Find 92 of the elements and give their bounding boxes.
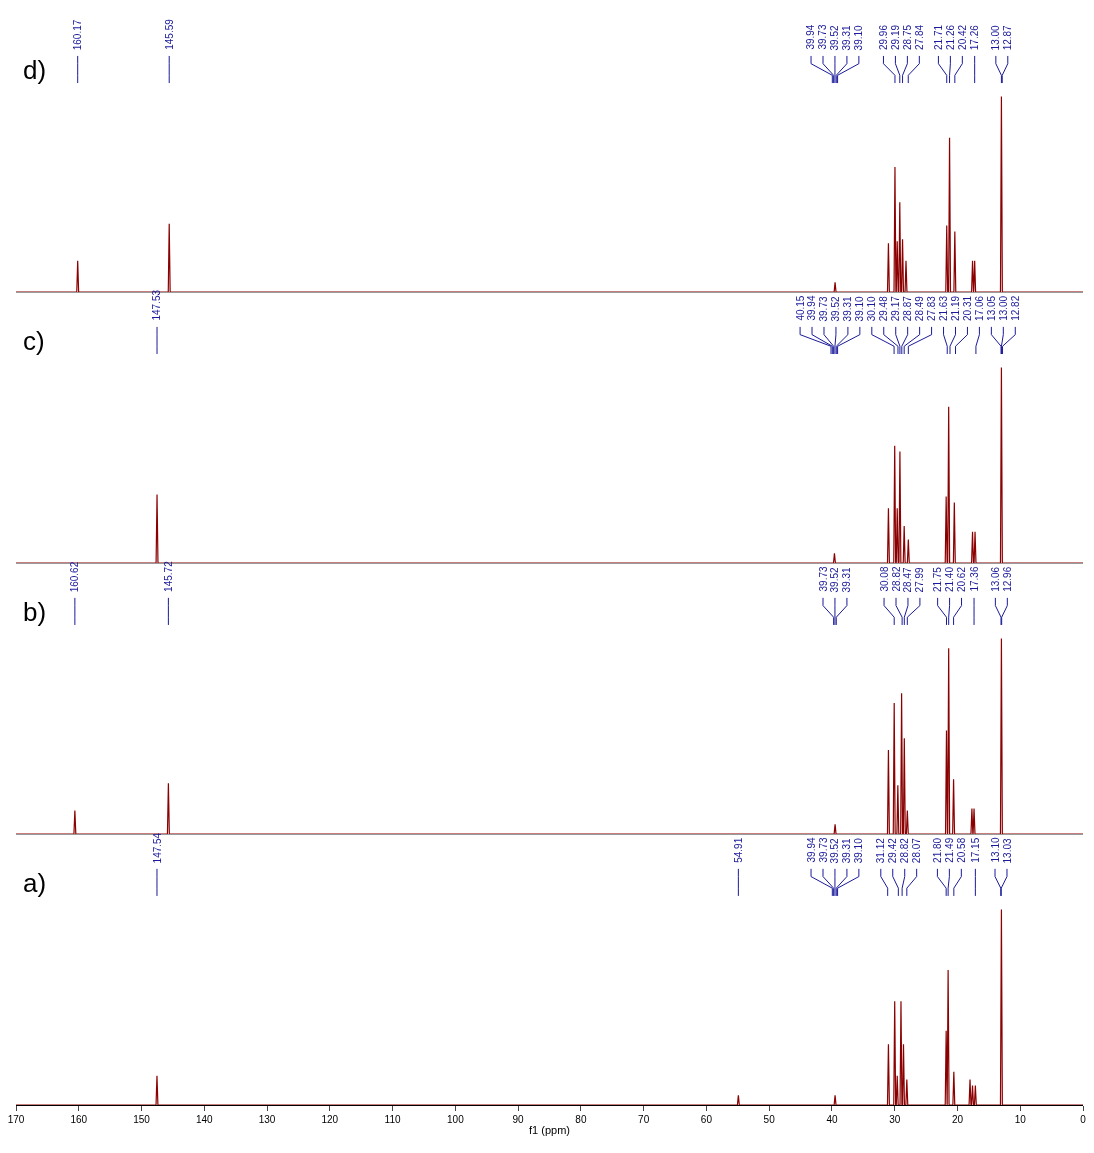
annotation: 21.40	[944, 566, 956, 593]
annotation: 39.31	[841, 566, 853, 593]
annotation: 21.71	[932, 24, 944, 50]
chart-title: a)	[23, 868, 47, 898]
x-tick-label: 60	[700, 1114, 713, 1125]
annotation: 12.96	[1001, 566, 1013, 592]
annotation: 21.75	[932, 566, 944, 593]
annotation: 20.42	[956, 24, 968, 50]
annotation: 28.07	[911, 837, 923, 864]
x-tick-label: 50	[763, 1114, 776, 1125]
annotation: 39.10	[854, 295, 866, 322]
annotation: 20.58	[955, 837, 967, 863]
annotation: 27.99	[914, 566, 926, 593]
annotation: 27.84	[913, 24, 925, 50]
annotation: 28.87	[902, 295, 914, 322]
annotation: 40.15	[794, 295, 806, 321]
annotation: 39.73	[818, 296, 830, 322]
annotation: 39.94	[805, 24, 817, 50]
annotation: 39.52	[830, 296, 842, 322]
annotation: 160.62	[69, 561, 81, 593]
x-tick-label: 140	[195, 1114, 214, 1125]
annotation: 39.52	[829, 566, 841, 593]
annotation: 28.49	[914, 295, 926, 322]
annotation: 17.26	[969, 24, 981, 51]
x-tick-label: 90	[512, 1114, 525, 1125]
annotation: 39.94	[806, 295, 818, 321]
annotation: 13.00	[997, 295, 1009, 321]
annotation: 28.82	[899, 837, 911, 864]
annotation: 29.42	[887, 837, 899, 864]
annotation: 17.06	[973, 295, 985, 321]
annotation: 147.53	[151, 289, 163, 321]
annotation: 145.59	[163, 18, 175, 50]
annotation: 20.31	[961, 295, 973, 321]
annotation: 13.03	[1001, 837, 1013, 864]
annotation: 39.52	[829, 25, 841, 51]
annotation: 13.00	[990, 24, 1002, 51]
annotation: 39.31	[841, 25, 853, 51]
annotation: 29.19	[889, 24, 901, 50]
annotation: 39.10	[853, 24, 865, 51]
annotation: 160.17	[72, 19, 84, 51]
x-tick-label: 100	[447, 1114, 465, 1125]
annotation: 54.91	[732, 837, 744, 863]
annotation: 39.94	[805, 837, 817, 863]
x-tick-label: 30	[889, 1114, 901, 1125]
annotation: 21.19	[949, 295, 961, 322]
annotation: 29.96	[877, 24, 889, 51]
annotation: 31.12	[875, 837, 887, 864]
annotation: 17.36	[968, 566, 980, 592]
x-tick-label: 0	[1080, 1114, 1087, 1125]
x-tick-label: 40	[826, 1114, 838, 1125]
x-tick-label: 150	[133, 1114, 151, 1125]
annotation: 21.49	[943, 837, 955, 863]
annotation: 30.10	[866, 295, 878, 322]
x-tick-label: 170	[7, 1114, 25, 1125]
annotation: 17.15	[969, 837, 981, 863]
x-tick-label: 120	[321, 1114, 339, 1125]
annotation: 39.10	[853, 837, 865, 864]
chart-title: d)	[23, 55, 47, 85]
x-tick-label: 110	[384, 1114, 401, 1125]
chart-title: c)	[23, 326, 45, 356]
annotation: 28.47	[902, 566, 914, 593]
annotation: 28.82	[890, 566, 902, 592]
x-axis-title: f1 (ppm)	[529, 1124, 570, 1137]
annotation: 29.17	[890, 295, 902, 322]
annotation: 12.82	[1009, 295, 1021, 321]
chart-title: b)	[23, 597, 47, 627]
annotation: 12.87	[1002, 24, 1014, 51]
annotation: 145.72	[162, 560, 174, 592]
annotation: 28.75	[901, 24, 913, 50]
x-tick-label: 20	[951, 1114, 964, 1125]
annotation: 39.73	[817, 566, 829, 592]
annotation: 30.08	[878, 566, 890, 592]
x-tick-label: 80	[575, 1114, 587, 1125]
x-tick-label: 10	[1014, 1114, 1027, 1125]
annotation: 39.31	[841, 837, 853, 864]
annotation: 39.73	[817, 836, 829, 863]
annotation: 39.31	[842, 295, 854, 322]
annotation: 147.54	[151, 832, 163, 864]
x-tick-label: 130	[258, 1114, 276, 1125]
annotation: 21.80	[931, 837, 943, 863]
annotation: 13.05	[985, 295, 997, 321]
x-tick-label: 160	[70, 1114, 88, 1125]
annotation: 13.06	[989, 566, 1001, 592]
annotation: 39.52	[829, 837, 841, 864]
annotation: 27.83	[926, 295, 938, 322]
annotation: 39.73	[817, 24, 829, 50]
annotation: 21.63	[938, 295, 950, 322]
annotation: 20.62	[956, 566, 968, 593]
x-tick-label: 70	[638, 1114, 650, 1125]
annotation: 21.26	[944, 24, 956, 50]
annotation: 13.10	[989, 837, 1001, 863]
annotation: 29.48	[878, 295, 890, 322]
